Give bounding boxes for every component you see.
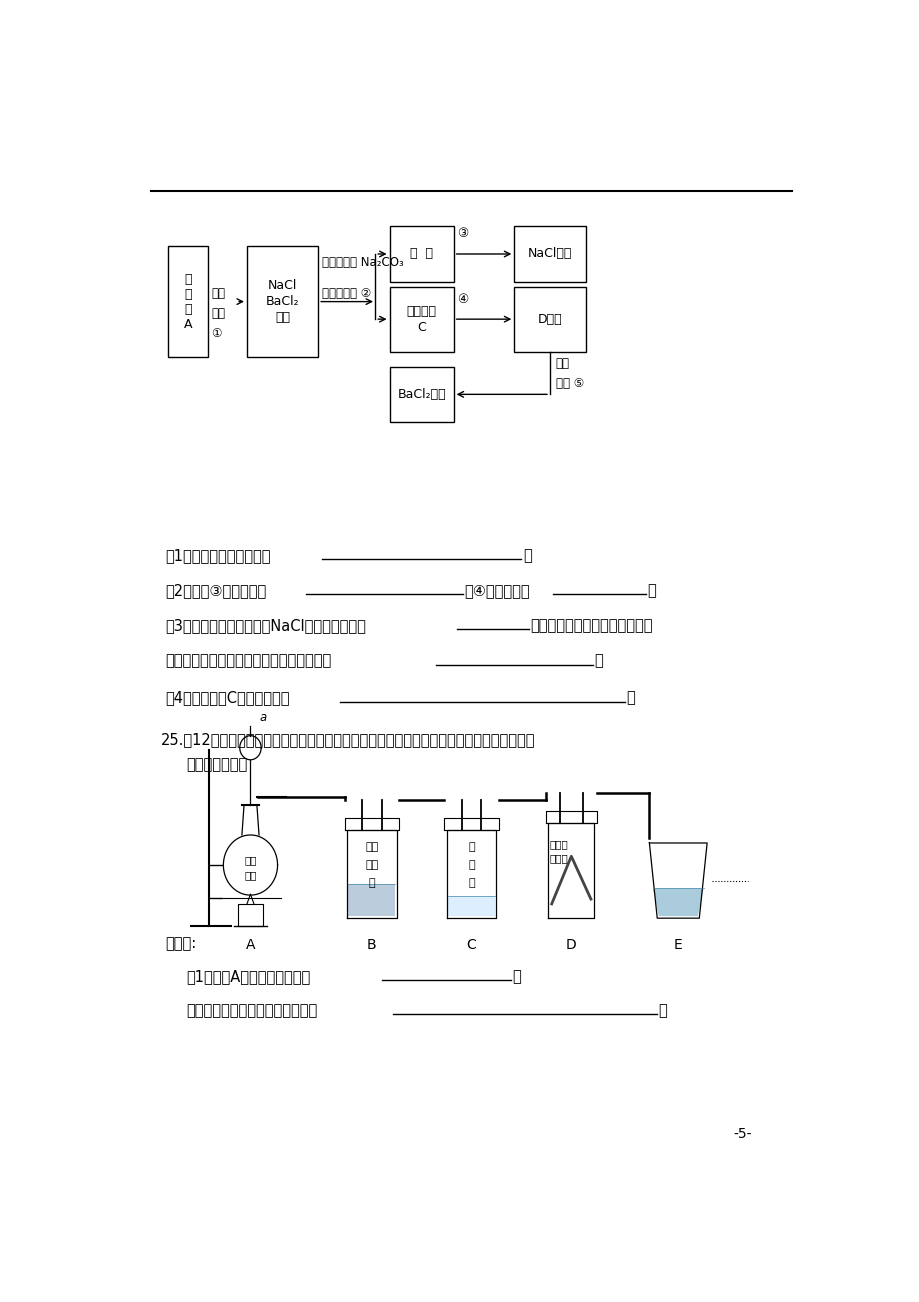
Text: 干燥有: 干燥有 [549, 838, 568, 849]
Text: 滤  液: 滤 液 [410, 247, 433, 260]
Text: （3）按此实验方案得到的NaCl固体中肯定含有: （3）按此实验方案得到的NaCl固体中肯定含有 [165, 618, 366, 633]
Text: ③: ③ [457, 228, 468, 241]
FancyBboxPatch shape [168, 246, 208, 357]
Polygon shape [652, 888, 703, 917]
Text: E: E [673, 939, 682, 952]
Text: （2）上图③操作步骤为: （2）上图③操作步骤为 [165, 583, 266, 598]
Text: （1）装置A中他器甲的名称为: （1）装置A中他器甲的名称为 [186, 969, 311, 984]
Text: A: A [245, 939, 255, 952]
Text: 。: 。 [658, 1003, 666, 1018]
Text: 混
合
物
A: 混 合 物 A [184, 272, 192, 331]
Text: 酸: 酸 [468, 879, 474, 888]
Text: ④: ④ [457, 293, 468, 306]
Text: 。: 。 [512, 969, 520, 984]
Text: 。: 。 [626, 690, 634, 706]
Text: B: B [367, 939, 376, 952]
Text: 制取氯气的化学反应方程式为: 制取氯气的化学反应方程式为 [186, 1003, 317, 1018]
FancyBboxPatch shape [514, 286, 585, 352]
Text: ①: ① [211, 327, 221, 340]
FancyBboxPatch shape [238, 904, 263, 926]
Text: 溶解: 溶解 [211, 307, 225, 320]
Text: 食盐: 食盐 [365, 861, 378, 870]
Text: 水: 水 [368, 879, 375, 888]
Text: （1）该同学的实验目的是: （1）该同学的实验目的是 [165, 548, 270, 562]
Text: 加入过量的 Na₂CO₃: 加入过量的 Na₂CO₃ [322, 256, 403, 270]
Text: 结晶 ⑤: 结晶 ⑤ [555, 376, 584, 389]
Text: NaCl
BaCl₂
溶液: NaCl BaCl₂ 溶液 [266, 279, 299, 324]
Text: BaCl₂固体: BaCl₂固体 [397, 388, 446, 401]
Text: 白色沉淀
C: 白色沉淀 C [406, 305, 437, 333]
FancyBboxPatch shape [389, 227, 453, 281]
FancyBboxPatch shape [347, 884, 395, 917]
Text: 加水: 加水 [211, 286, 225, 299]
FancyBboxPatch shape [246, 246, 318, 357]
Text: 硫: 硫 [468, 861, 474, 870]
Text: C: C [466, 939, 476, 952]
Text: 色布条: 色布条 [549, 853, 568, 863]
Text: 25.（12分）氯气是一种重要的化工原料，某课外学习小组设计了如下装置制取氯气并验证氯: 25.（12分）氯气是一种重要的化工原料，某课外学习小组设计了如下装置制取氯气并… [161, 732, 535, 747]
Text: NaCl固体: NaCl固体 [528, 247, 572, 260]
Text: 请回答:: 请回答: [165, 936, 196, 950]
Text: 溶液，过滤 ②: 溶液，过滤 ② [322, 286, 370, 299]
Text: 二氧: 二氧 [244, 855, 256, 865]
Text: ；: ； [594, 654, 602, 668]
FancyBboxPatch shape [514, 227, 585, 281]
Text: a: a [259, 711, 266, 724]
Text: ；: ； [647, 583, 655, 598]
Text: ，④加入试剂为: ，④加入试剂为 [464, 583, 529, 598]
Text: D溶液: D溶液 [537, 312, 562, 326]
Text: 蒸发: 蒸发 [555, 357, 569, 370]
Text: （填化学式）杂质；为了解决这: （填化学式）杂质；为了解决这 [529, 618, 652, 633]
FancyBboxPatch shape [389, 286, 453, 352]
Text: 浓: 浓 [468, 842, 474, 853]
Text: 化锰: 化锰 [244, 870, 256, 880]
Text: D: D [565, 939, 576, 952]
FancyBboxPatch shape [389, 367, 453, 422]
Text: ；: ； [522, 548, 531, 562]
Text: 饱和: 饱和 [365, 842, 378, 853]
Text: 气的某些性质。: 气的某些性质。 [186, 758, 247, 772]
Text: （4）写出生成C的化学方程式: （4）写出生成C的化学方程式 [165, 690, 289, 706]
Text: -5-: -5- [732, 1126, 751, 1141]
Text: 个问题可以向过滤得到的滤液中加入适量的: 个问题可以向过滤得到的滤液中加入适量的 [165, 654, 331, 668]
FancyBboxPatch shape [448, 896, 494, 917]
